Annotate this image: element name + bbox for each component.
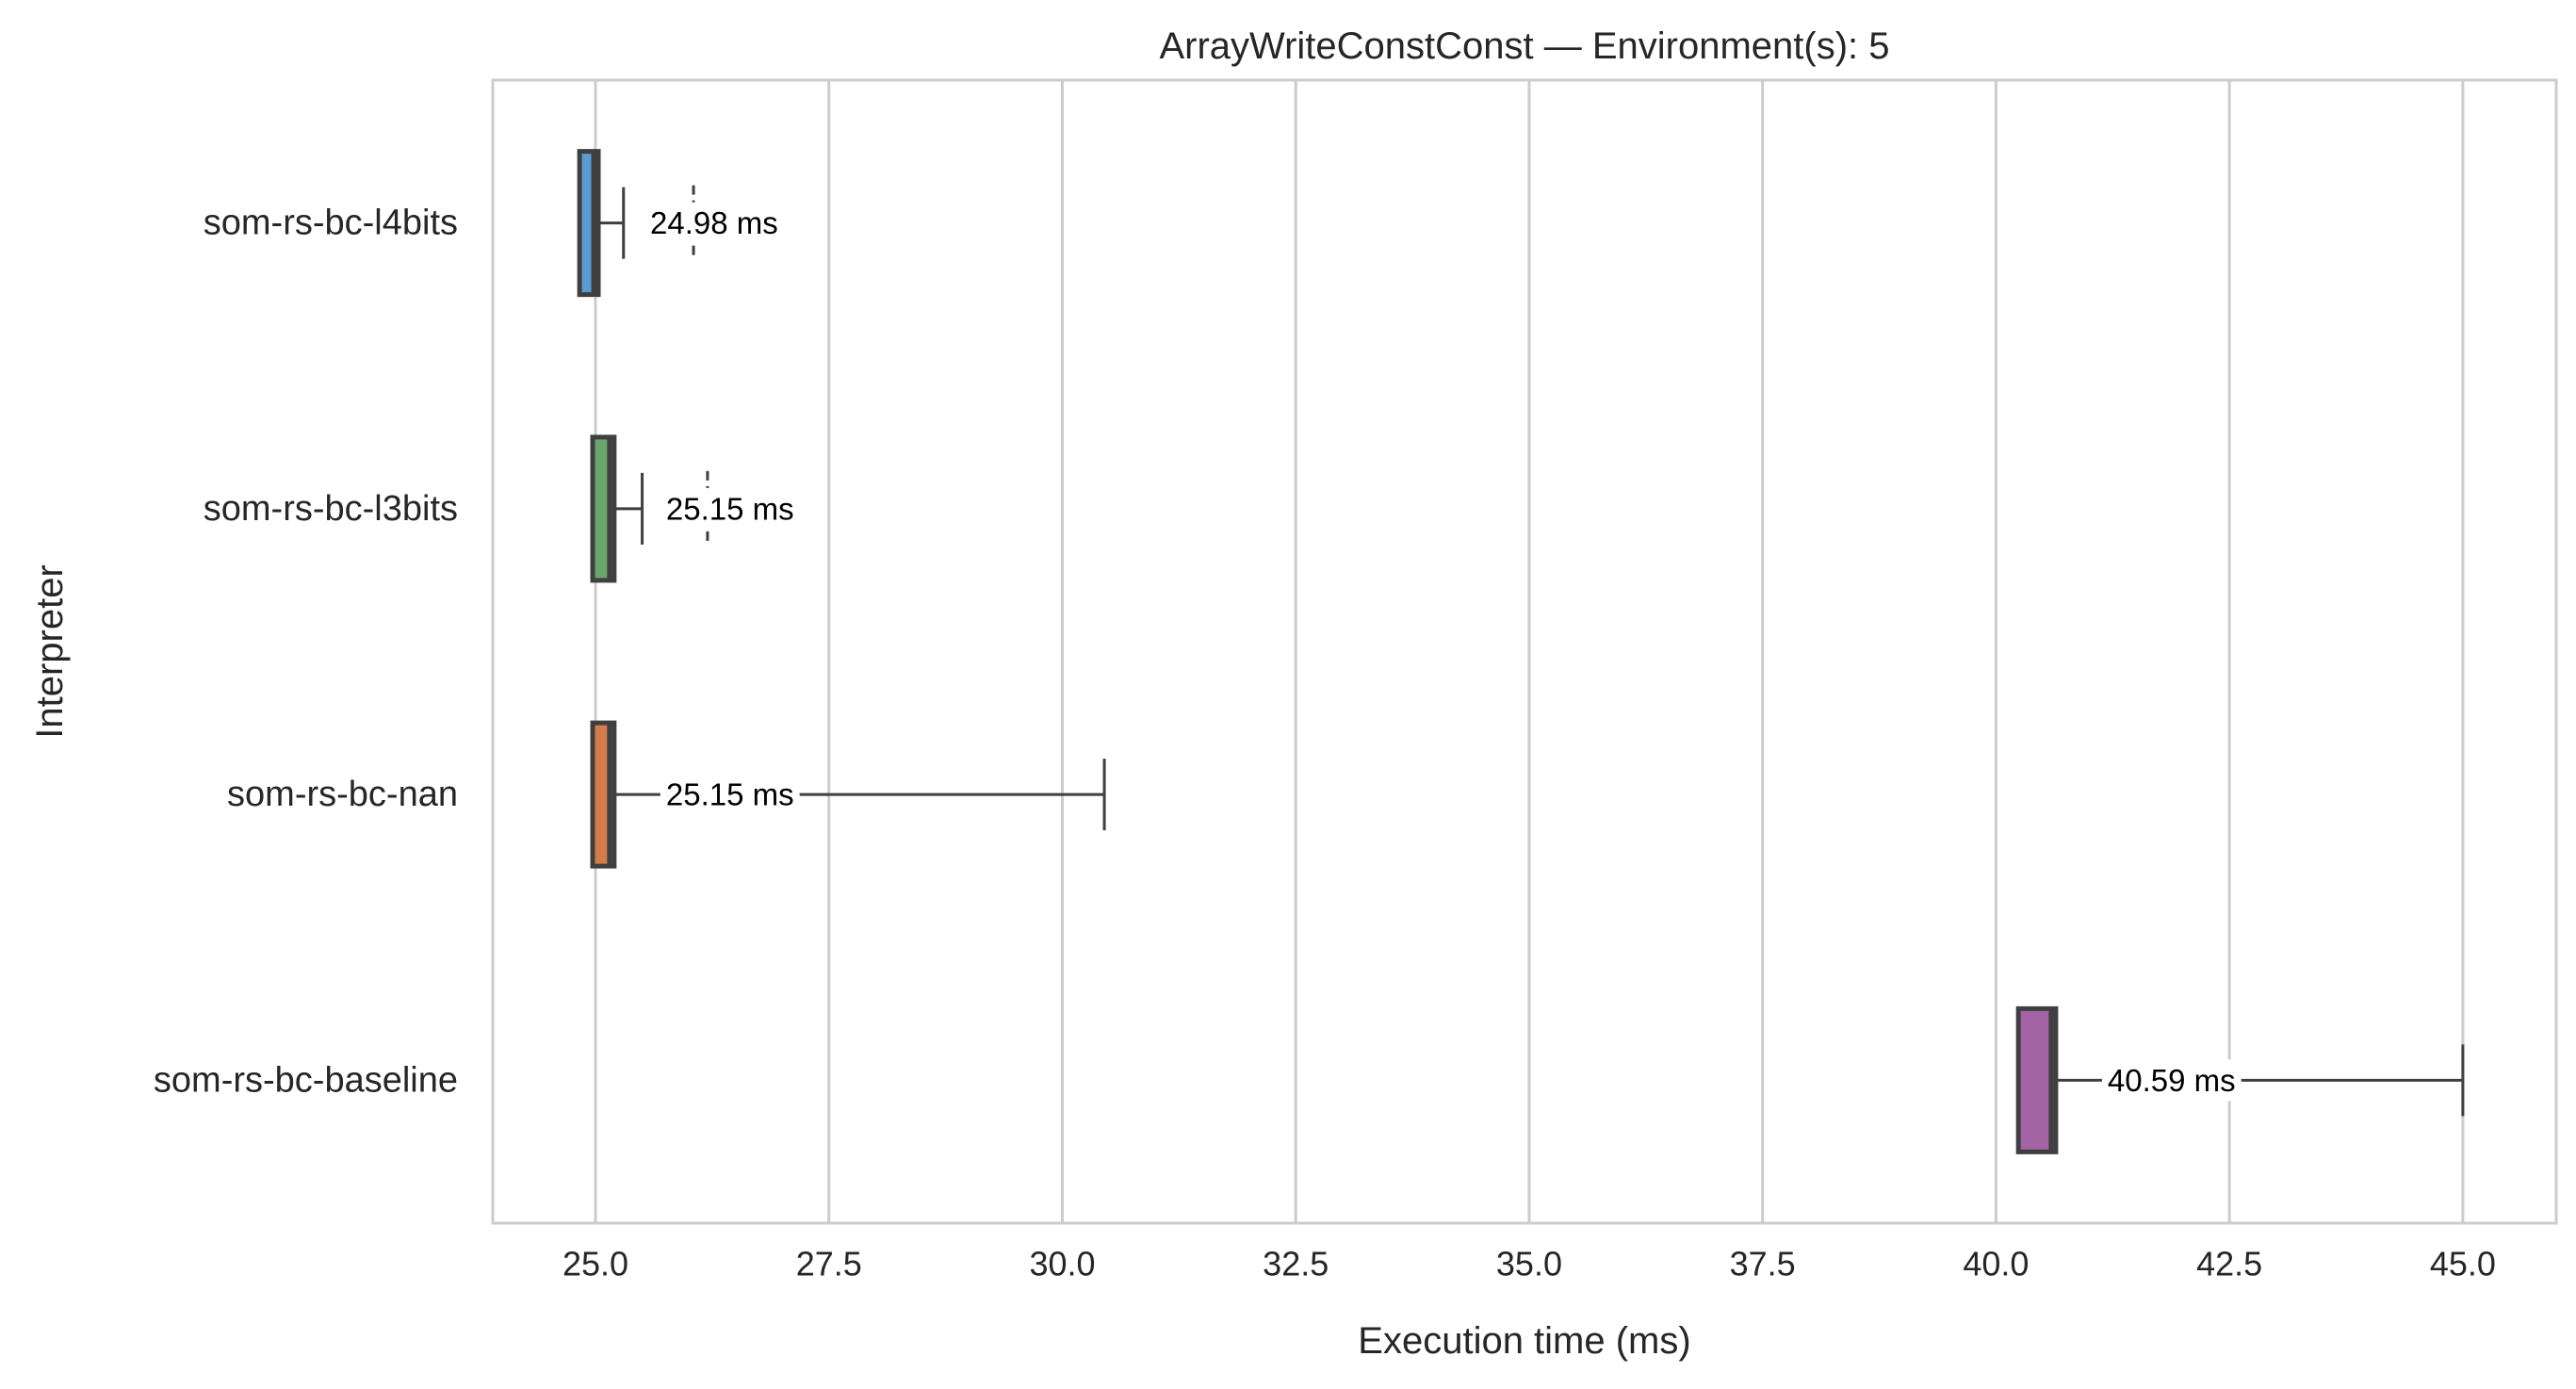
- x-tick-label: 45.0: [2430, 1244, 2496, 1283]
- plot-area-frame: [491, 78, 2558, 1225]
- box-group: 25.15 ms: [590, 434, 800, 583]
- x-tick-labels: 25.0 27.5 30.0 32.5 35.0 37.5 40.0 42.5 45.0: [562, 1244, 2496, 1283]
- y-category-label: som-rs-bc-nan: [227, 775, 458, 814]
- y-category-labels: som-rs-bc-l4bits som-rs-bc-l3bits som-rs-b…: [154, 204, 458, 1101]
- y-category-label: som-rs-bc-l4bits: [204, 204, 458, 243]
- box-marks: 24.98 ms 25.15 ms 25.15 ms 40.59 ms: [577, 149, 2465, 1154]
- x-axis-label: Execution time (ms): [1358, 1320, 1690, 1362]
- median-label: 25.15 ms: [666, 777, 794, 812]
- gridlines: [594, 80, 2465, 1223]
- median-label: 25.15 ms: [666, 491, 794, 526]
- x-tick-label: 30.0: [1029, 1244, 1095, 1283]
- median-label-bg: [2101, 1059, 2242, 1102]
- x-tick-label: 35.0: [1496, 1244, 1562, 1283]
- y-category-label: som-rs-bc-l3bits: [204, 489, 458, 529]
- median-label-bg: [660, 487, 800, 530]
- box-group: 40.59 ms: [2015, 1005, 2465, 1154]
- chart-title: ArrayWriteConstConst — Environment(s): 5: [1159, 25, 1889, 67]
- median-label: 24.98 ms: [650, 205, 778, 240]
- median-label-bg: [644, 202, 784, 244]
- x-tick-label: 25.0: [562, 1244, 628, 1283]
- y-axis-label: Interpreter: [29, 564, 71, 739]
- x-tick-label: 40.0: [1963, 1244, 2029, 1283]
- box-group: 24.98 ms: [577, 149, 784, 298]
- y-category-label: som-rs-bc-baseline: [154, 1060, 458, 1100]
- x-tick-label: 42.5: [2196, 1244, 2262, 1283]
- x-tick-label: 27.5: [796, 1244, 862, 1283]
- median-label-bg: [660, 774, 800, 816]
- x-tick-label: 37.5: [1730, 1244, 1796, 1283]
- median-label: 40.59 ms: [2108, 1063, 2236, 1098]
- box-group: 25.15 ms: [590, 720, 1106, 869]
- x-tick-label: 32.5: [1263, 1244, 1329, 1283]
